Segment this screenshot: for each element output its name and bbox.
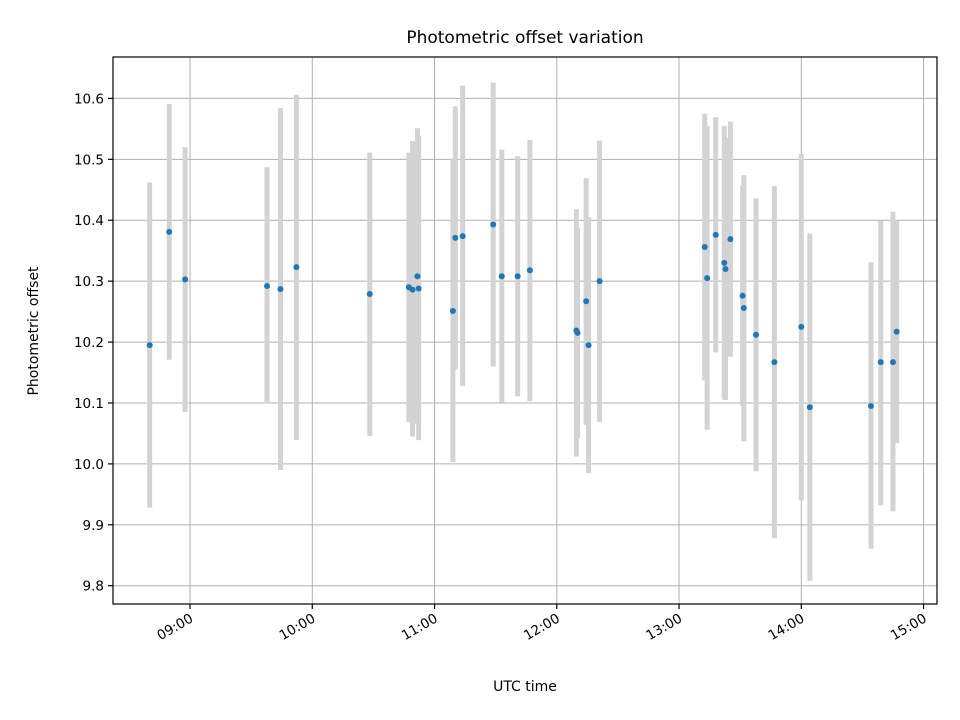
data-point [889,359,896,366]
data-point [740,304,747,311]
data-point [721,259,728,266]
data-point [727,236,734,243]
x-tick-label: 10:00 [277,611,319,644]
data-point [585,342,592,349]
x-tick-label: 09:00 [154,611,196,644]
data-point [739,292,746,299]
data-point [574,329,581,336]
y-tick-label: 10.0 [74,457,104,473]
y-tick-label: 10.3 [74,274,104,290]
x-tick-label: 11:00 [399,611,441,644]
plot-frame [112,56,938,605]
data-point [806,404,813,411]
data-point [771,359,778,366]
data-point [798,323,805,330]
data-point [712,231,719,238]
y-tick-label: 10.6 [74,91,104,107]
data-point [753,331,760,338]
x-tick-label: 13:00 [643,611,685,644]
x-tick-label: 12:00 [521,611,563,644]
data-point [526,267,533,274]
data-point [701,244,708,251]
error-bars [147,82,900,581]
y-tick-label: 10.5 [74,152,104,168]
data-points [146,221,900,411]
data-point [490,221,497,228]
x-axis-label: UTC time [493,679,557,695]
data-point [166,228,173,235]
data-point [867,403,874,410]
y-tick-label: 10.2 [74,335,104,351]
data-point [293,264,300,271]
x-tick-label: 14:00 [766,611,808,644]
data-point [583,298,590,305]
data-point [277,286,284,293]
data-point [596,278,603,285]
data-point [893,328,900,335]
data-point [182,276,189,283]
data-point [264,283,271,290]
data-point [366,290,373,297]
data-point [414,273,421,280]
y-tick-label: 10.1 [74,396,104,412]
data-point [146,342,153,349]
data-point [415,285,422,292]
x-tick-label: 15:00 [888,611,930,644]
data-point [877,359,884,366]
y-tick-label: 9.9 [83,518,104,534]
data-point [459,233,466,240]
data-point [704,275,711,282]
grid [113,57,937,604]
y-axis-label: Photometric offset [26,266,42,396]
y-tick-label: 9.8 [83,579,104,595]
data-point [722,265,729,272]
data-point [514,273,521,280]
y-tick-label: 10.4 [74,213,104,229]
data-point [449,308,456,315]
data-point [498,273,505,280]
chart-title: Photometric offset variation [406,28,643,48]
data-point [409,286,416,293]
data-point [452,234,459,241]
